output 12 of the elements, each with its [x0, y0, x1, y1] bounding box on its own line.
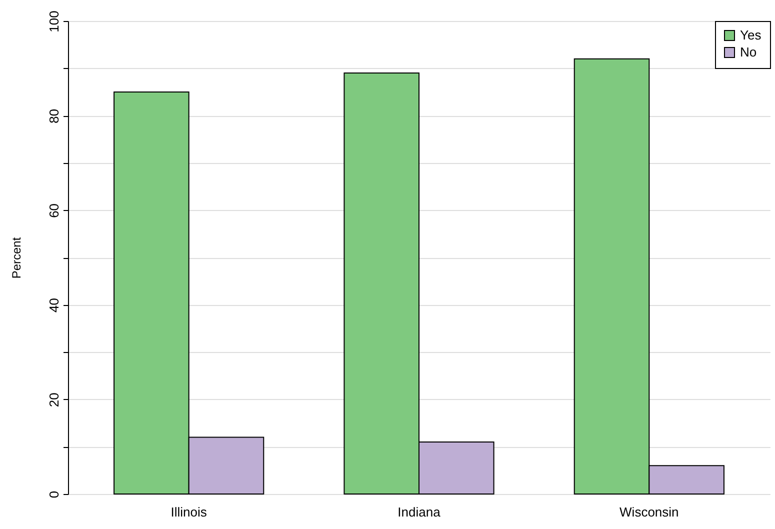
y-tick-label: 60: [46, 203, 62, 218]
y-tick-label: 40: [46, 298, 62, 313]
x-tick-label: Indiana: [398, 504, 442, 520]
legend-label: Yes: [740, 28, 762, 42]
y-tick-label: 20: [46, 392, 62, 408]
y-axis-title: Percent: [10, 236, 24, 279]
x-tick-label: Illinois: [170, 504, 208, 520]
legend-label: No: [740, 44, 757, 60]
y-tick-label: 0: [46, 490, 62, 498]
x-tick-label: Wisconsin: [620, 504, 679, 520]
y-tick-label: 80: [46, 108, 62, 124]
y-tick-label: 100: [46, 10, 62, 32]
